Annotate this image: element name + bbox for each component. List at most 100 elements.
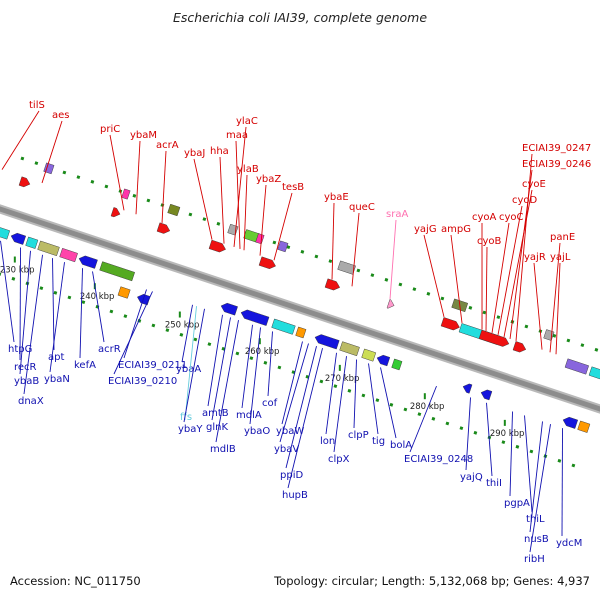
minor-tick	[594, 347, 599, 352]
leader-line	[79, 268, 83, 359]
gene-label: ECIAI39_0246	[522, 159, 591, 170]
gene-label: cyoA	[472, 212, 497, 223]
minor-tick	[375, 398, 380, 403]
gene-label: ffs	[180, 412, 192, 423]
minor-tick	[529, 449, 534, 454]
leader-line	[353, 359, 357, 429]
leader-line	[273, 192, 293, 261]
leader-line	[241, 324, 253, 409]
leader-line	[113, 291, 153, 375]
leader-line	[450, 234, 463, 324]
leader-line	[409, 385, 437, 453]
gene-feature	[440, 317, 460, 331]
gene-label: tilS	[29, 100, 45, 111]
gene-label: bolA	[390, 440, 412, 451]
leader-line	[219, 156, 225, 244]
minor-tick	[431, 416, 436, 421]
minor-tick	[515, 444, 520, 449]
minor-tick	[104, 184, 109, 189]
gene-feature	[339, 341, 360, 357]
gene-label: lon	[320, 436, 335, 447]
gene-label: ECIAI39_0248	[404, 454, 473, 465]
gene-feature	[543, 329, 555, 341]
leader-line	[279, 343, 309, 443]
minor-tick	[39, 286, 44, 291]
gene-label: mdlB	[210, 444, 236, 455]
gene-label: glnK	[206, 422, 228, 433]
gene-feature	[220, 302, 238, 316]
minor-tick	[132, 193, 137, 198]
minor-tick	[356, 268, 361, 273]
map-title: Escherichia coli IAI39, complete genome	[172, 10, 428, 25]
minor-tick	[235, 351, 240, 356]
minor-tick	[188, 212, 193, 217]
minor-tick	[11, 276, 16, 281]
leader-line	[287, 348, 323, 489]
minor-tick	[90, 179, 95, 184]
minor-tick	[389, 402, 394, 407]
leader-line	[183, 308, 205, 423]
gene-label: ybaJ	[184, 148, 205, 159]
genome-summary-text: Topology: circular; Length: 5,132,068 bp…	[274, 574, 590, 588]
leader-line	[181, 304, 193, 363]
leader-line	[41, 120, 63, 184]
leader-line	[491, 222, 510, 334]
minor-tick	[277, 365, 282, 370]
minor-tick	[263, 360, 268, 365]
minor-tick	[34, 161, 39, 166]
gene-feature	[208, 239, 226, 253]
gene-feature	[564, 358, 589, 375]
leader-line	[561, 428, 563, 537]
leader-line	[503, 189, 533, 338]
gene-label: cyoC	[499, 212, 524, 223]
leader-line	[52, 258, 55, 351]
minor-tick	[0, 272, 2, 277]
gene-label: hupB	[282, 490, 308, 501]
leader-line	[515, 153, 533, 341]
gene-label: ybaV	[274, 444, 299, 455]
minor-tick	[146, 198, 151, 203]
minor-tick	[417, 412, 422, 417]
minor-tick	[81, 300, 86, 305]
gene-feature	[462, 383, 473, 394]
minor-tick	[496, 315, 501, 320]
gene-label: yajQ	[460, 472, 483, 483]
minor-tick	[76, 175, 81, 180]
minor-tick	[552, 333, 557, 338]
leader-line	[285, 346, 317, 469]
gene-feature	[512, 341, 527, 353]
minor-tick	[272, 240, 277, 245]
leader-line	[109, 134, 125, 211]
gene-label: ybaZ	[256, 174, 281, 185]
gene-label: ybaA	[176, 364, 201, 375]
minor-tick	[286, 245, 291, 250]
minor-tick	[482, 310, 487, 315]
gene-feature	[577, 420, 591, 433]
gene-feature	[314, 334, 340, 350]
minor-tick	[333, 384, 338, 389]
leader-line	[185, 306, 197, 411]
gene-label: maa	[226, 130, 248, 141]
leader-line	[555, 262, 561, 355]
gene-label: queC	[349, 202, 375, 213]
kbp-tick-mark	[13, 256, 16, 263]
minor-tick	[445, 421, 450, 426]
leader-line	[1, 110, 40, 170]
minor-tick	[202, 217, 207, 222]
kbp-tick-label: 260 kbp	[245, 347, 280, 357]
gene-label: yajG	[414, 224, 437, 235]
gene-label: thiI	[486, 478, 502, 489]
leader-line	[211, 317, 231, 421]
gene-label: ybaW	[276, 426, 304, 437]
leader-line	[529, 424, 551, 553]
kbp-tick-label: 250 kbp	[165, 321, 200, 331]
gene-label: aes	[52, 110, 70, 121]
minor-tick	[319, 379, 324, 384]
gene-label: amtB	[202, 408, 229, 419]
minor-tick-group	[0, 156, 599, 468]
gene-label: ppiD	[280, 470, 303, 481]
minor-tick	[165, 328, 170, 333]
minor-tick	[62, 170, 67, 175]
